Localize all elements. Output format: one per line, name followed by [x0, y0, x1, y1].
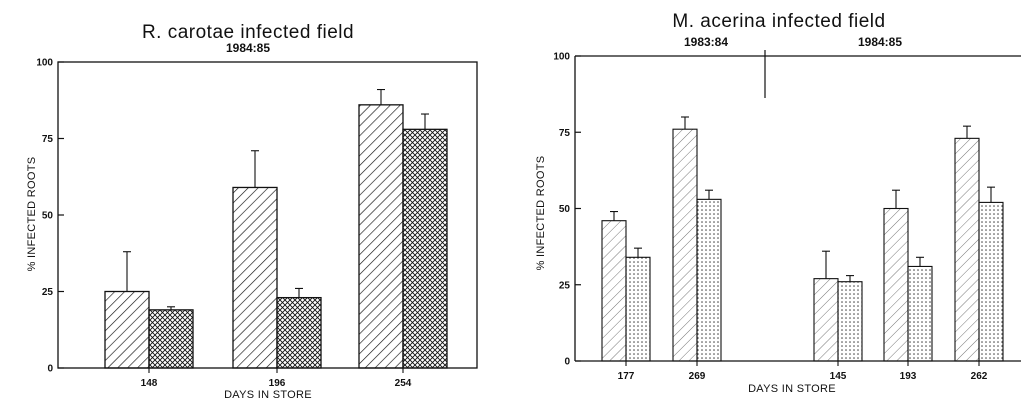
y-tick-label: 100: [553, 52, 570, 63]
chart-2-title: M. acerina infected field: [672, 11, 885, 32]
x-tick-label: 254: [395, 378, 412, 389]
y-tick-label: 0: [47, 364, 53, 375]
x-tick-label: 177: [618, 371, 635, 382]
chart-2-x-axis-label: DAYS IN STORE: [748, 383, 836, 395]
chart-1-x-tick-labels: 148 196 254: [141, 368, 412, 389]
chart-1-bars: [104, 88, 448, 369]
x-tick-label: 193: [900, 371, 917, 382]
y-tick-label: 0: [564, 357, 570, 368]
bar: [232, 186, 278, 369]
bar: [402, 128, 448, 369]
bar: [104, 290, 150, 369]
chart-1-subtitle: 1984:85: [226, 41, 270, 55]
y-tick-label: 50: [42, 211, 54, 222]
bar: [601, 220, 627, 362]
chart-1-y-ticks: 0 25 50 75 100: [36, 58, 64, 375]
chart-1-x-axis-label: DAYS IN STORE: [224, 389, 312, 401]
x-tick-label: 269: [689, 371, 706, 382]
chart-2-bars: [601, 116, 1004, 362]
bar: [837, 281, 863, 362]
bar: [276, 296, 322, 369]
bar: [954, 137, 980, 362]
chart-1-title: R. carotae infected field: [142, 22, 354, 43]
chart-r-carotae: R. carotae infected field 1984:85 0 25 50 7…: [26, 22, 478, 401]
bar: [358, 104, 404, 369]
y-tick-label: 100: [36, 58, 53, 69]
y-tick-label: 25: [42, 287, 54, 298]
y-tick-label: 25: [559, 280, 571, 291]
bar: [672, 128, 698, 362]
bar: [883, 207, 909, 362]
x-tick-label: 262: [971, 371, 988, 382]
y-tick-label: 75: [42, 134, 54, 145]
x-tick-label: 196: [269, 378, 286, 389]
chart-2-x-tick-labels: 177 269 145 193 262: [618, 361, 988, 382]
chart-2-season-label-1: 1983:84: [684, 35, 728, 49]
chart-2-season-label-2: 1984:85: [858, 35, 902, 49]
x-tick-label: 145: [830, 371, 847, 382]
bar: [148, 309, 194, 369]
bar: [907, 265, 933, 362]
chart-1-y-axis-label: % INFECTED ROOTS: [26, 157, 38, 272]
chart-2-y-ticks: 0 25 50 75 100: [553, 52, 581, 368]
y-tick-label: 75: [559, 128, 571, 139]
bar: [625, 256, 651, 362]
chart-2-y-axis-label: % INFECTED ROOTS: [535, 156, 547, 271]
y-tick-label: 50: [559, 204, 571, 215]
bar: [978, 201, 1004, 362]
bar: [813, 278, 839, 362]
bar: [696, 198, 722, 362]
x-tick-label: 148: [141, 378, 158, 389]
chart-m-acerina: M. acerina infected field 1983:84 1984:8…: [535, 11, 1021, 395]
